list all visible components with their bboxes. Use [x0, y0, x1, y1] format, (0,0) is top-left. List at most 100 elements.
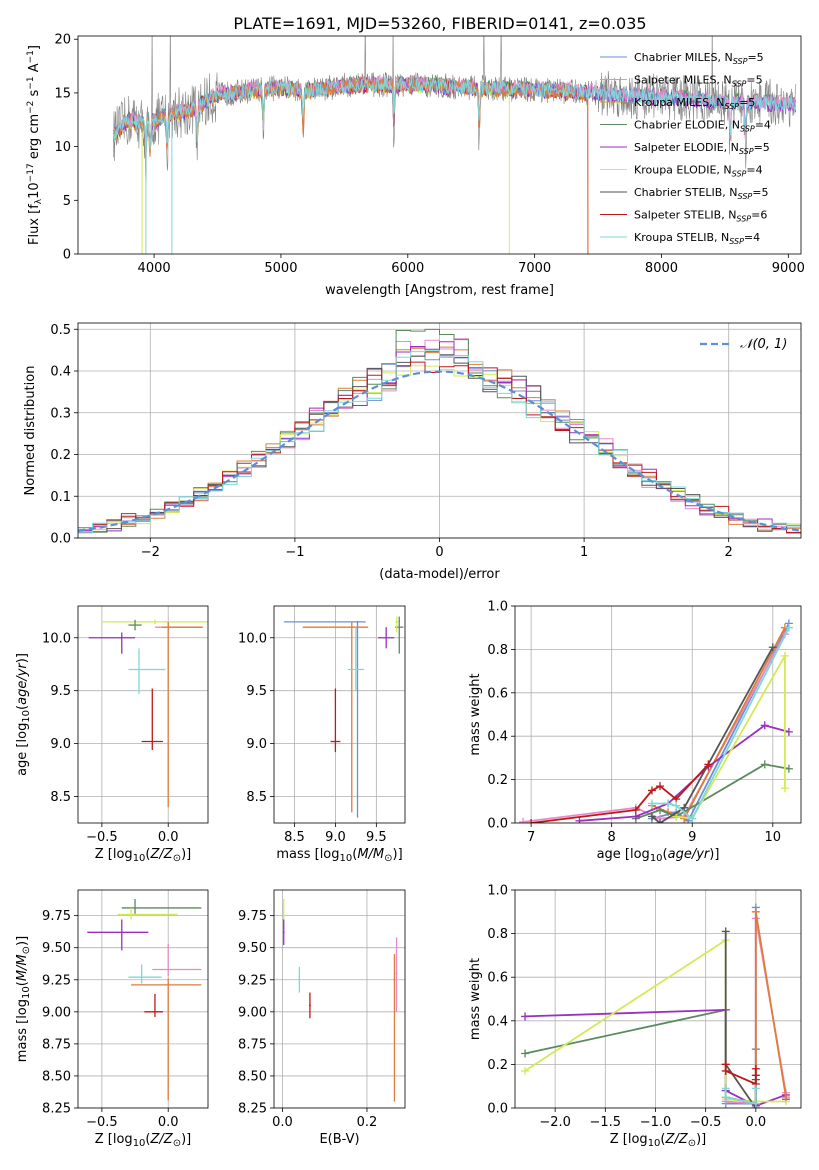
panel-residuals: −2 −1 0 1 2 0.0 0.1 0.2 0.3 0.4 0.5 (data-model)/er…: [23, 322, 802, 582]
weight-marker: [688, 814, 697, 823]
weight-marker: [751, 907, 760, 916]
x-tick-label: 9.0: [325, 830, 346, 845]
y-tick-label: 0.5: [50, 323, 71, 338]
label-part: λ: [34, 198, 44, 204]
label-part: s: [27, 89, 42, 100]
legend-entry: Kroupa ELODIE, NSSP=4: [634, 164, 763, 179]
y-tick-label: 9.0: [246, 737, 267, 752]
y-tick-label: 9.50: [238, 941, 267, 956]
y-tick-label: 5: [63, 194, 71, 209]
axes-frame: [77, 889, 209, 1109]
label-part: Z/Z: [150, 1132, 174, 1147]
panel-mass_vs_Z: −0.5 0.0 8.25 8.50 8.75 9.00 9.25 9.50 9.75 Z [lo…: [15, 889, 209, 1149]
label-part: )]: [393, 847, 403, 862]
y-tick-label: 0.2: [50, 448, 71, 463]
y-tick-label: 8.5: [50, 790, 71, 805]
legend-value: =5: [746, 74, 762, 87]
x-tick-label: −0.5: [690, 1115, 722, 1130]
label-part: 10: [340, 853, 353, 864]
legend-sub: SSP: [739, 147, 754, 156]
legend-sub: SSP: [732, 80, 747, 89]
weight-marker: [784, 623, 793, 632]
weight-series: [522, 633, 786, 823]
weight-marker: [751, 1084, 760, 1093]
weight-marker: [721, 927, 730, 936]
label-part: 10: [650, 853, 663, 864]
weight-marker: [647, 812, 656, 821]
x-tick-label: 4000: [138, 261, 171, 276]
plot-area: [113, 36, 797, 254]
x-tick-label: −2.0: [539, 1115, 571, 1130]
y-tick-label: 10.0: [42, 631, 71, 646]
label-part: age/yr: [668, 847, 711, 862]
x-axis-label: age [log10(age/yr)]: [597, 847, 720, 864]
label-part: (: [15, 981, 30, 986]
x-tick-label: −1: [285, 545, 304, 560]
y-tick-label: 0.0: [50, 532, 71, 547]
weight-marker: [780, 784, 789, 793]
weight-marker: [760, 721, 769, 730]
label-part: 10: [648, 1138, 661, 1149]
weight-marker: [647, 799, 656, 808]
axes-frame: [273, 889, 406, 1109]
legend-entry: Kroupa STELIB, NSSP=4: [634, 231, 760, 246]
panel-weight_vs_Z: −2.0 −1.5 −1.0 −0.5 0.0 0.0 0.2 0.4 0.6 0.8 1.0 Z […: [468, 884, 802, 1149]
label-part: )]: [15, 653, 30, 663]
plot-area: [78, 323, 801, 538]
label-part: Z [log: [95, 847, 133, 862]
label-part: )]: [181, 847, 191, 862]
label-part: ⊙: [173, 853, 181, 864]
y-tick-label: 0.2: [487, 1058, 508, 1073]
weight-series: [724, 1088, 757, 1105]
legend-text: Kroupa ELODIE, N: [634, 164, 732, 177]
y-axis-label: age [log10(age/yr)]: [15, 653, 32, 776]
weight-marker: [656, 819, 665, 823]
y-tick-label: 9.75: [42, 909, 71, 924]
weight-marker: [680, 803, 689, 812]
y-tick-label: 0.1: [50, 490, 71, 505]
weight-series: [651, 646, 774, 823]
label-part: age [log: [597, 847, 650, 862]
y-tick-label: 8.5: [246, 790, 267, 805]
legend-sub: SSP: [736, 215, 751, 224]
label-part: (: [15, 705, 30, 710]
weight-marker: [527, 819, 536, 823]
plot-area: [515, 890, 801, 1108]
legend-entry: Chabrier ELODIE, NSSP=4: [634, 119, 771, 134]
y-tick-label: 8.50: [42, 1069, 71, 1084]
label-part: A: [27, 63, 42, 76]
y-tick-label: 8.25: [42, 1102, 71, 1117]
plot-layer: 4000 5000 6000 7000 8000 900005101520waveleng…: [15, 33, 805, 1149]
legend-value: =4: [744, 231, 760, 244]
x-tick-label: −2: [141, 545, 160, 560]
x-tick-label: 8.5: [284, 830, 305, 845]
plot-area: [78, 606, 208, 823]
x-axis-label: Z [log10(Z/Z⊙)]: [95, 847, 192, 864]
figure-title: PLATE=1691, MJD=53260, FIBERID=0141, z=0…: [233, 14, 646, 33]
legend-text: Salpeter MILES, N: [634, 74, 732, 87]
y-tick-label: 0.6: [487, 686, 508, 701]
x-tick-label: 0.0: [158, 830, 179, 845]
legend-text: Salpeter STELIB, N: [634, 209, 736, 222]
weight-marker: [631, 805, 640, 814]
y-tick-label: 10.0: [238, 631, 267, 646]
legend-sub: SSP: [733, 57, 748, 66]
x-tick-label: 10: [765, 830, 782, 845]
legend-text: Kroupa MILES, N: [634, 96, 724, 109]
y-tick-label: 0.4: [487, 1014, 508, 1029]
y-tick-label: 0.3: [50, 406, 71, 421]
legend-sub: SSP: [732, 170, 747, 179]
y-tick-label: 9.5: [50, 684, 71, 699]
label-part: (: [145, 847, 150, 862]
y-tick-label: 9.00: [238, 1005, 267, 1020]
legend-entry: Kroupa MILES, NSSP=5: [634, 96, 755, 111]
label-part: ⊙: [173, 1138, 181, 1149]
legend-entry: Salpeter STELIB, NSSP=6: [634, 209, 767, 224]
legend-value: =4: [746, 164, 762, 177]
x-tick-label: 2: [725, 545, 733, 560]
weight-marker: [784, 727, 793, 736]
legend-text: Chabrier ELODIE, N: [634, 119, 740, 132]
y-tick-label: 10: [54, 140, 71, 155]
weight-marker: [704, 760, 713, 769]
